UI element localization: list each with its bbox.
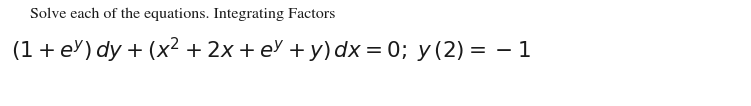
Text: $(1 + e^{y})\,dy + (x^{2} + 2x + e^{y} + y)\,dx = 0;\; y\,(2) = -1$: $(1 + e^{y})\,dy + (x^{2} + 2x + e^{y} +… [11,36,531,66]
Text: Solve each of the equations. Integrating Factors: Solve each of the equations. Integrating… [30,7,336,21]
